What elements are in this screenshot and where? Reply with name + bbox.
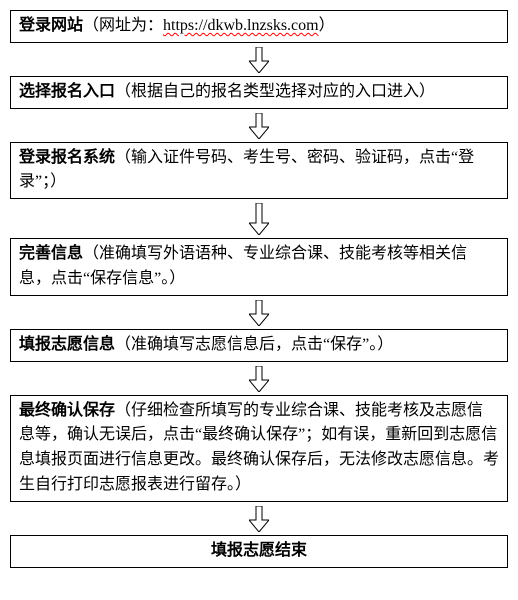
arrow-down-icon (249, 300, 269, 326)
step-title: 最终确认保存 (19, 402, 115, 419)
step-title: 登录网站 (19, 17, 83, 34)
final-title: 填报志愿结束 (211, 542, 307, 559)
arrow-down-icon (249, 203, 269, 235)
flow-step-5: 填报志愿信息（准确填写志愿信息后，点击“保存”。） (10, 329, 508, 362)
flow-final: 填报志愿结束 (10, 535, 508, 568)
arrow-down-icon (249, 366, 269, 392)
arrow-down-icon (249, 113, 269, 139)
flow-step-3: 登录报名系统（输入证件号码、考生号、密码、验证码，点击“登录”；） (10, 142, 508, 200)
step-detail: （准确填写志愿信息后，点击“保存”。） (115, 336, 393, 353)
step-detail: （准确填写外语语种、专业综合课、技能考核等相关信息，点击“保存信息”。） (19, 245, 467, 287)
step-title: 选择报名入口 (19, 83, 115, 100)
step-title: 完善信息 (19, 245, 83, 262)
step-detail-prefix: （网址为： (83, 17, 163, 34)
step-detail: （根据自己的报名类型选择对应的入口进入） (115, 83, 435, 100)
step-url: https://dkwb.lnzsks.com (163, 17, 319, 34)
flow-step-2: 选择报名入口（根据自己的报名类型选择对应的入口进入） (10, 76, 508, 109)
arrow-down-icon (249, 506, 269, 532)
step-title: 登录报名系统 (19, 149, 115, 166)
flow-step-4: 完善信息（准确填写外语语种、专业综合课、技能考核等相关信息，点击“保存信息”。） (10, 238, 508, 296)
flowchart-container: 登录网站（网址为：https://dkwb.lnzsks.com） 选择报名入口… (10, 10, 508, 568)
step-detail-suffix: ） (319, 17, 335, 34)
flow-step-6: 最终确认保存（仔细检查所填写的专业综合课、技能考核及志愿信息等，确认无误后，点击… (10, 395, 508, 502)
arrow-down-icon (249, 47, 269, 73)
step-title: 填报志愿信息 (19, 336, 115, 353)
flow-step-1: 登录网站（网址为：https://dkwb.lnzsks.com） (10, 10, 508, 43)
